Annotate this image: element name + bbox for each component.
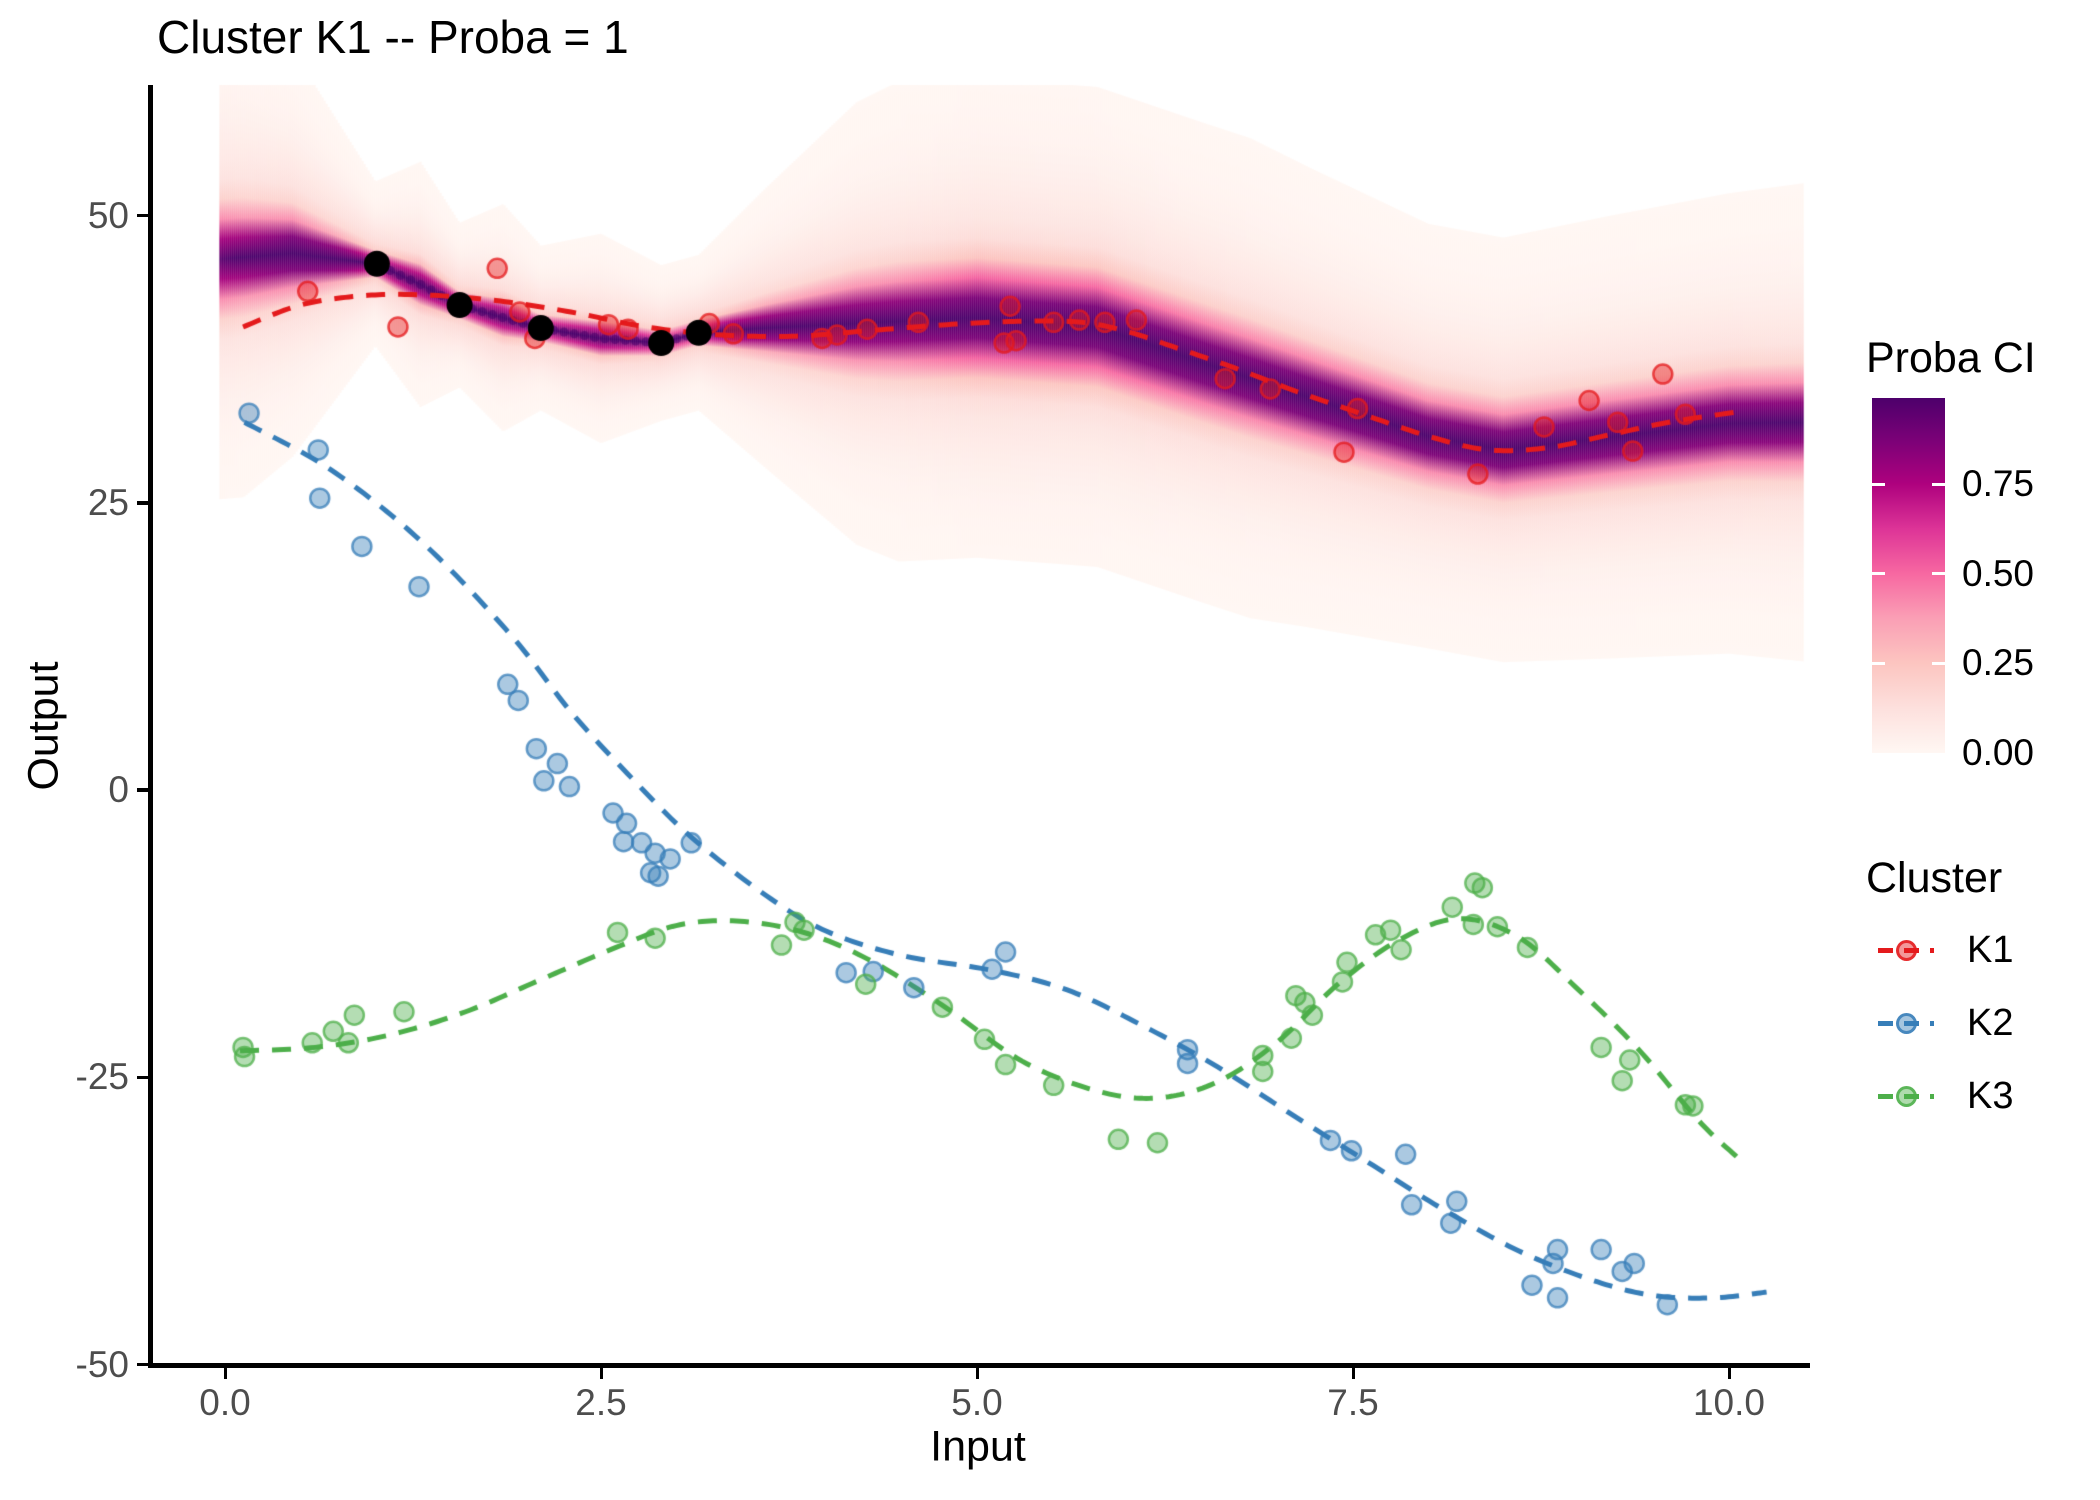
- cluster-legend-label: K3: [1967, 1074, 2014, 1117]
- cluster-legend-entry-k2: K2: [1878, 995, 2100, 1051]
- cluster-legend-label: K2: [1967, 1001, 2014, 1044]
- page-title: Cluster K1 -- Proba = 1: [157, 11, 629, 63]
- x-tick-label: 7.5: [1327, 1382, 1379, 1423]
- y-axis-title: Output: [19, 661, 68, 791]
- proba-ci-tick-label: 0.75: [1962, 463, 2035, 504]
- k2-key-icon: [1878, 1008, 1934, 1038]
- y-tick-mark: [137, 1362, 150, 1367]
- y-tick-mark: [137, 1075, 150, 1079]
- x-tick-mark: [223, 1366, 227, 1379]
- x-tick-label: 0.0: [199, 1382, 251, 1423]
- y-tick-label: 50: [87, 194, 129, 236]
- y-tick-mark: [137, 788, 150, 792]
- y-tick-label: -25: [75, 1056, 129, 1098]
- x-tick-label: 5.0: [951, 1382, 1003, 1423]
- cluster-legend-entry-k1: K1: [1878, 922, 2100, 978]
- proba-ci-bar-tick-mark: [1932, 482, 1945, 486]
- y-tick-mark: [137, 213, 150, 218]
- proba-ci-tick-label: 0.00: [1962, 732, 2035, 773]
- y-tick-label: 0: [108, 769, 129, 810]
- x-tick-mark: [975, 1366, 979, 1379]
- y-tick-label: -50: [75, 1343, 129, 1385]
- proba-ci-bar-tick-mark: [1932, 661, 1945, 665]
- k1-key-icon: [1878, 935, 1934, 965]
- cluster-legend-label: K1: [1967, 928, 2014, 971]
- x-tick-label: 2.5: [575, 1382, 627, 1423]
- proba-ci-bar-tick-mark: [1872, 572, 1885, 576]
- proba-ci-bar-tick-mark: [1872, 482, 1885, 486]
- x-tick-mark: [1727, 1366, 1731, 1379]
- k3-key-icon: [1878, 1081, 1934, 1111]
- proba-ci-gradient-bar: [1872, 398, 1945, 753]
- cluster-legend-title: Cluster: [1866, 854, 2003, 902]
- proba-ci-bar-tick-mark: [1932, 572, 1945, 576]
- proba-ci-tick-label: 0.50: [1962, 553, 2035, 594]
- y-tick-mark: [137, 501, 150, 505]
- x-tick-mark: [599, 1366, 603, 1379]
- proba-ci-bar-tick-mark: [1872, 661, 1885, 665]
- proba-ci-legend-title: Proba CI: [1866, 334, 2036, 382]
- proba-ci-tick-label: 0.25: [1962, 642, 2035, 683]
- y-tick-label: 25: [87, 481, 129, 523]
- x-axis-line: [148, 1363, 1810, 1368]
- cluster-legend-entry-k3: K3: [1878, 1068, 2100, 1124]
- x-tick-label: 10.0: [1692, 1382, 1765, 1423]
- y-axis-line: [148, 85, 153, 1367]
- x-tick-mark: [1351, 1366, 1355, 1379]
- x-axis-title: Input: [930, 1422, 1026, 1471]
